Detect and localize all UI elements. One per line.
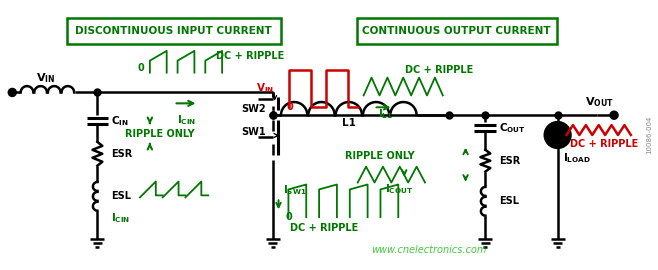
Text: SW1: SW1 xyxy=(241,127,266,137)
Circle shape xyxy=(9,89,16,96)
FancyBboxPatch shape xyxy=(66,18,282,44)
Text: 0: 0 xyxy=(138,63,145,73)
Text: $\mathbf{I_{LOAD}}$: $\mathbf{I_{LOAD}}$ xyxy=(563,151,591,164)
Text: $\mathbf{V_{IN}}$: $\mathbf{V_{IN}}$ xyxy=(257,82,274,95)
Circle shape xyxy=(545,122,570,148)
Text: $\mathbf{V_{OUT}}$: $\mathbf{V_{OUT}}$ xyxy=(585,95,614,109)
Text: $\mathbf{I_{CIN}}$: $\mathbf{I_{CIN}}$ xyxy=(177,113,196,127)
Text: ESR: ESR xyxy=(111,149,132,159)
Text: 10086-004: 10086-004 xyxy=(647,116,653,154)
Text: www.cnelectronics.com: www.cnelectronics.com xyxy=(371,245,487,255)
Text: SW2: SW2 xyxy=(241,104,266,114)
Text: DC + RIPPLE: DC + RIPPLE xyxy=(216,51,284,61)
Text: 0: 0 xyxy=(286,102,293,112)
Text: $\mathbf{C_{IN}}$: $\mathbf{C_{IN}}$ xyxy=(111,114,129,128)
Text: ESL: ESL xyxy=(111,191,131,201)
Text: L1: L1 xyxy=(342,118,356,128)
Text: DC + RIPPLE: DC + RIPPLE xyxy=(290,223,358,233)
Text: DC + RIPPLE: DC + RIPPLE xyxy=(570,139,638,149)
Text: RIPPLE ONLY: RIPPLE ONLY xyxy=(125,129,195,139)
Text: RIPPLE ONLY: RIPPLE ONLY xyxy=(345,151,415,161)
Text: ESL: ESL xyxy=(499,196,519,206)
Text: $\mathbf{I_{COUT}}$: $\mathbf{I_{COUT}}$ xyxy=(385,183,413,196)
Text: 0: 0 xyxy=(286,212,292,222)
Text: DC + RIPPLE: DC + RIPPLE xyxy=(405,65,474,75)
Text: $\mathbf{I_{SW1}}$: $\mathbf{I_{SW1}}$ xyxy=(284,183,307,197)
Text: $\mathbf{I_{L1}}$: $\mathbf{I_{L1}}$ xyxy=(378,107,393,121)
Text: ESR: ESR xyxy=(499,156,520,166)
Text: $\mathbf{I_{CIN}}$: $\mathbf{I_{CIN}}$ xyxy=(111,211,131,225)
Text: CONTINUOUS OUTPUT CURRENT: CONTINUOUS OUTPUT CURRENT xyxy=(363,26,551,36)
Text: $\mathbf{V_{IN}}$: $\mathbf{V_{IN}}$ xyxy=(36,71,55,85)
Circle shape xyxy=(611,112,617,119)
Text: DISCONTINUOUS INPUT CURRENT: DISCONTINUOUS INPUT CURRENT xyxy=(75,26,272,36)
Text: $\mathbf{C_{OUT}}$: $\mathbf{C_{OUT}}$ xyxy=(499,121,526,135)
FancyBboxPatch shape xyxy=(357,18,557,44)
